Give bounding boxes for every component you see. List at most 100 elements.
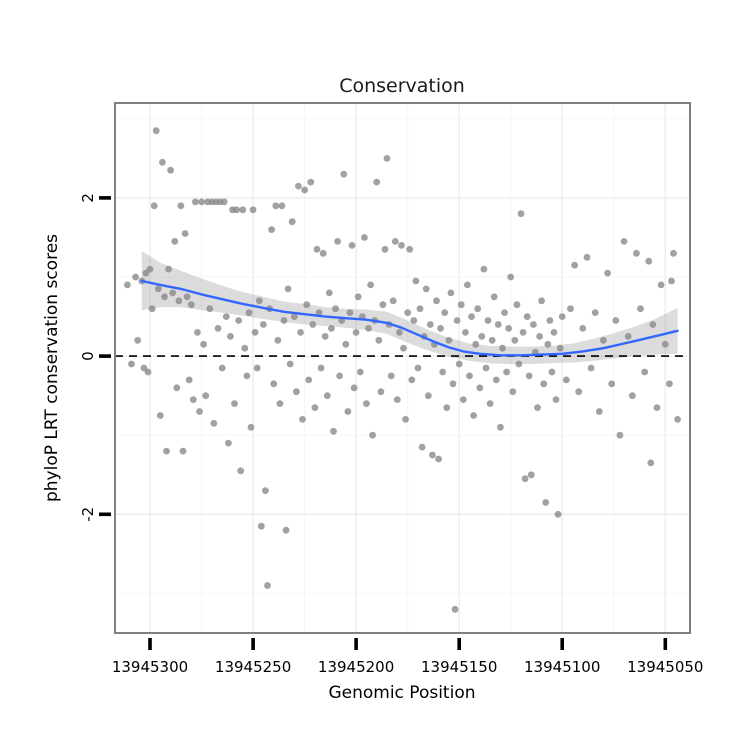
data-point [439, 368, 447, 376]
data-point [163, 447, 170, 455]
data-point [185, 376, 193, 384]
data-point [354, 293, 362, 301]
data-point [237, 467, 245, 475]
data-point [171, 238, 179, 245]
data-point [146, 265, 154, 273]
data-point [132, 273, 140, 281]
data-point [227, 333, 234, 340]
data-point [187, 301, 195, 309]
data-point [243, 372, 251, 380]
data-point [587, 364, 595, 372]
data-point [418, 443, 426, 451]
y-tick-label: -2 [79, 507, 97, 522]
data-point [433, 297, 440, 305]
data-point [579, 325, 587, 332]
data-point [484, 317, 492, 324]
data-point [270, 380, 278, 388]
data-point [455, 360, 463, 368]
data-point [367, 281, 374, 289]
data-point [245, 309, 253, 316]
y-tick-label: 2 [79, 193, 97, 203]
data-point [548, 368, 556, 376]
data-point [670, 249, 677, 257]
x-tick-label: 13945100 [524, 658, 600, 676]
data-point [251, 329, 259, 336]
data-point [210, 420, 218, 427]
data-point [416, 305, 424, 313]
data-point [530, 321, 537, 328]
data-point [647, 459, 655, 467]
data-point [408, 376, 416, 384]
x-tick-label: 13945300 [112, 658, 188, 676]
data-point [165, 265, 173, 273]
chart-title: Conservation [339, 75, 465, 97]
data-point [497, 423, 504, 431]
data-point [503, 368, 510, 376]
data-point [486, 400, 494, 407]
x-axis-tick [457, 638, 461, 650]
data-point [379, 301, 387, 309]
data-point [350, 384, 358, 392]
data-point [377, 388, 385, 396]
x-axis-tick [560, 638, 564, 650]
data-point [128, 360, 135, 368]
data-point [346, 309, 354, 316]
data-point [424, 392, 432, 400]
data-point [637, 305, 644, 313]
data-point [361, 234, 368, 241]
data-point [398, 242, 405, 249]
data-point [466, 372, 473, 380]
data-point [325, 289, 333, 297]
data-point [235, 317, 243, 324]
data-point [540, 380, 548, 388]
data-point [175, 297, 183, 305]
y-tick-label: 0 [79, 351, 97, 361]
data-point [571, 261, 578, 269]
data-point [449, 380, 457, 388]
x-tick-label: 13945050 [627, 658, 703, 676]
data-point [391, 238, 399, 245]
data-point [321, 333, 329, 340]
data-point [286, 360, 294, 368]
data-point [513, 301, 521, 309]
data-point [546, 317, 554, 324]
data-point [305, 376, 313, 384]
data-point [414, 364, 422, 372]
data-point [575, 388, 583, 396]
data-point [144, 368, 152, 376]
data-point [253, 364, 261, 372]
data-point [562, 376, 570, 384]
data-point [150, 202, 158, 210]
data-point [515, 360, 523, 368]
data-point [192, 198, 199, 206]
data-point [167, 166, 175, 174]
data-point [272, 202, 280, 210]
data-point [297, 329, 304, 336]
data-point [437, 325, 444, 332]
data-point [383, 155, 391, 162]
data-point [282, 526, 290, 534]
data-point [241, 344, 249, 352]
data-point [134, 336, 142, 344]
data-point [319, 249, 327, 257]
data-point [198, 198, 206, 206]
data-point [375, 336, 383, 344]
data-point [233, 206, 241, 214]
data-point [459, 396, 467, 403]
data-point [352, 329, 360, 336]
data-point [558, 313, 566, 320]
data-point [478, 333, 486, 340]
y-axis-title: phyloP LRT conservation scores [42, 234, 62, 502]
data-point [340, 170, 348, 178]
x-tick-label: 13945250 [215, 658, 291, 676]
data-point [583, 253, 591, 261]
data-point [505, 325, 512, 332]
data-point [323, 392, 331, 400]
data-point [429, 451, 436, 459]
data-point [517, 210, 525, 218]
data-point [369, 431, 376, 439]
data-point [501, 309, 508, 316]
data-point [620, 238, 628, 245]
data-point [264, 582, 271, 589]
